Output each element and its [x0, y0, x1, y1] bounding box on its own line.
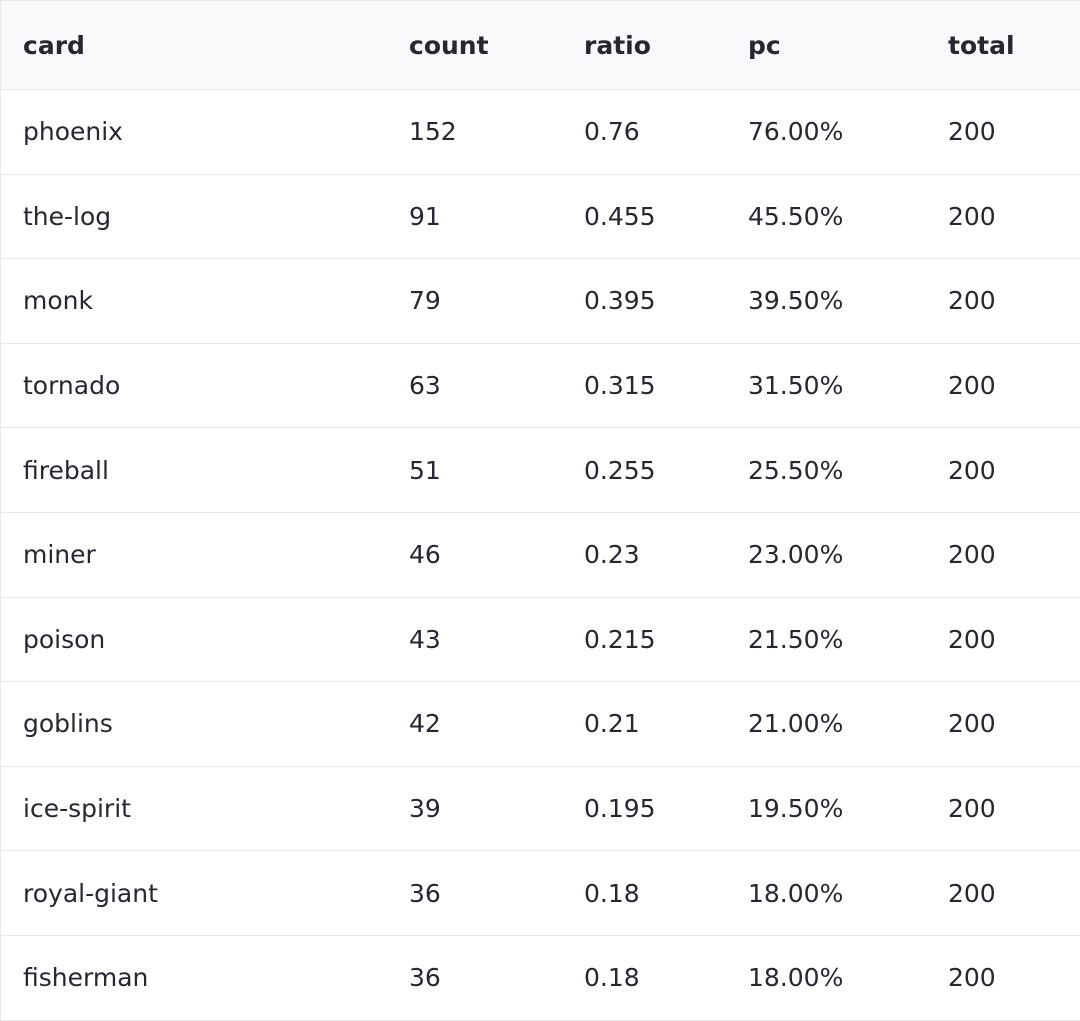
table-row: poison 43 0.215 21.50% 200: [1, 597, 1080, 683]
cell-count: 91: [387, 174, 562, 260]
cell-ratio: 0.23: [562, 512, 726, 598]
cell-total: 200: [926, 174, 1080, 260]
cell-pc: 18.00%: [726, 935, 926, 1021]
cell-pc: 18.00%: [726, 850, 926, 936]
table-body: phoenix 152 0.76 76.00% 200 the-log 91 0.455 45.…: [1, 89, 1080, 1021]
column-header-ratio[interactable]: ratio: [562, 0, 726, 90]
cell-pc: 21.00%: [726, 681, 926, 767]
cell-total: 200: [926, 935, 1080, 1021]
cell-total: 200: [926, 597, 1080, 683]
cell-count: 79: [387, 258, 562, 344]
cell-total: 200: [926, 343, 1080, 429]
cell-ratio: 0.215: [562, 597, 726, 683]
table-row: royal-giant 36 0.18 18.00% 200: [1, 850, 1080, 936]
cell-card: miner: [1, 512, 387, 598]
cell-count: 63: [387, 343, 562, 429]
table-row: fisherman 36 0.18 18.00% 200: [1, 935, 1080, 1021]
cell-total: 200: [926, 850, 1080, 936]
cell-pc: 76.00%: [726, 89, 926, 175]
cell-total: 200: [926, 427, 1080, 513]
cell-total: 200: [926, 512, 1080, 598]
table-header: card count ratio pc total: [1, 0, 1080, 90]
cell-total: 200: [926, 89, 1080, 175]
cell-ratio: 0.195: [562, 766, 726, 852]
table-row: tornado 63 0.315 31.50% 200: [1, 343, 1080, 429]
cell-card: monk: [1, 258, 387, 344]
cell-pc: 25.50%: [726, 427, 926, 513]
cell-pc: 39.50%: [726, 258, 926, 344]
cell-pc: 23.00%: [726, 512, 926, 598]
cell-ratio: 0.76: [562, 89, 726, 175]
table-row: phoenix 152 0.76 76.00% 200: [1, 89, 1080, 175]
cell-ratio: 0.315: [562, 343, 726, 429]
column-header-card[interactable]: card: [1, 0, 387, 90]
column-header-total[interactable]: total: [926, 0, 1080, 90]
cell-card: royal-giant: [1, 850, 387, 936]
table-row: miner 46 0.23 23.00% 200: [1, 512, 1080, 598]
table-row: fireball 51 0.255 25.50% 200: [1, 427, 1080, 513]
table-row: ice-spirit 39 0.195 19.50% 200: [1, 766, 1080, 852]
cell-pc: 21.50%: [726, 597, 926, 683]
cell-card: ice-spirit: [1, 766, 387, 852]
cell-card: tornado: [1, 343, 387, 429]
cell-card: poison: [1, 597, 387, 683]
cell-count: 36: [387, 935, 562, 1021]
table-row: monk 79 0.395 39.50% 200: [1, 258, 1080, 344]
cell-pc: 19.50%: [726, 766, 926, 852]
cell-total: 200: [926, 681, 1080, 767]
cell-count: 43: [387, 597, 562, 683]
cell-card: fisherman: [1, 935, 387, 1021]
cell-ratio: 0.455: [562, 174, 726, 260]
cell-total: 200: [926, 258, 1080, 344]
cell-total: 200: [926, 766, 1080, 852]
header-row: card count ratio pc total: [1, 0, 1080, 90]
cell-pc: 31.50%: [726, 343, 926, 429]
cell-pc: 45.50%: [726, 174, 926, 260]
cell-ratio: 0.255: [562, 427, 726, 513]
cell-count: 51: [387, 427, 562, 513]
column-header-count[interactable]: count: [387, 0, 562, 90]
cell-card: phoenix: [1, 89, 387, 175]
cell-ratio: 0.395: [562, 258, 726, 344]
cell-card: the-log: [1, 174, 387, 260]
cell-count: 42: [387, 681, 562, 767]
table-row: goblins 42 0.21 21.00% 200: [1, 681, 1080, 767]
cell-ratio: 0.21: [562, 681, 726, 767]
column-header-pc[interactable]: pc: [726, 0, 926, 90]
table-row: the-log 91 0.455 45.50% 200: [1, 174, 1080, 260]
cell-count: 46: [387, 512, 562, 598]
cell-count: 39: [387, 766, 562, 852]
cell-card: goblins: [1, 681, 387, 767]
cell-card: fireball: [1, 427, 387, 513]
cell-ratio: 0.18: [562, 935, 726, 1021]
cell-count: 36: [387, 850, 562, 936]
cell-ratio: 0.18: [562, 850, 726, 936]
cell-count: 152: [387, 89, 562, 175]
